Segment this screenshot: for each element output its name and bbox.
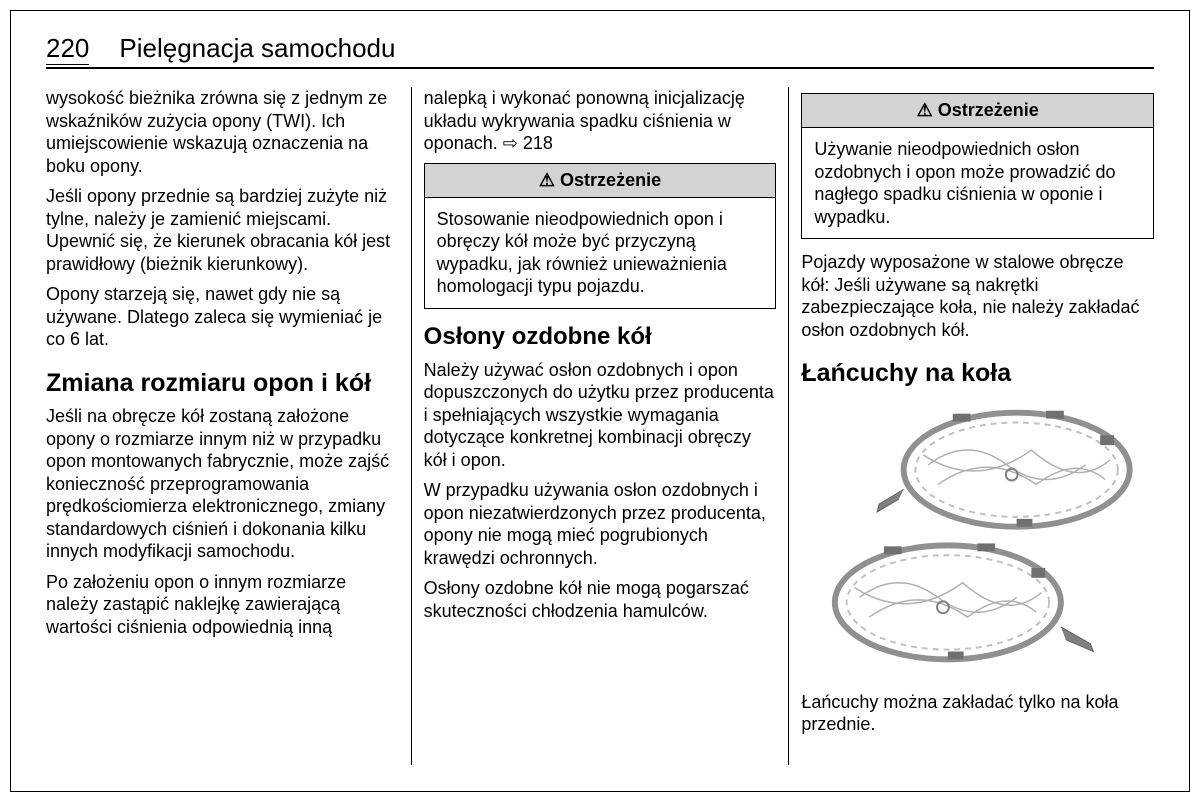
snow-chains-illustration bbox=[801, 396, 1154, 681]
page-reference: ⇨ 218 bbox=[503, 133, 553, 153]
paragraph: Jeśli opony przednie są bardziej zużyte … bbox=[46, 185, 399, 275]
paragraph: Osłony ozdobne kół nie mogą pogarszać sk… bbox=[424, 577, 777, 622]
paragraph: Opony starzeją się, nawet gdy nie są uży… bbox=[46, 283, 399, 351]
chapter-title: Pielęgnacja samochodu bbox=[119, 33, 395, 64]
paragraph: W przypadku używania osłon ozdobnych i o… bbox=[424, 479, 777, 569]
section-heading: Zmiana rozmiaru opon i kół bbox=[46, 369, 399, 398]
warning-title: ⚠ Ostrzeżenie bbox=[802, 94, 1153, 128]
warning-body: Stosowanie nieodpowiednich opon i obręcz… bbox=[425, 198, 776, 308]
chains-icon bbox=[801, 396, 1154, 681]
paragraph: nalepką i wykonać ponowną inicjalizację … bbox=[424, 87, 777, 155]
warning-title: ⚠ Ostrzeżenie bbox=[425, 164, 776, 198]
column-1: wysokość bieżnika zrówna się z jednym ze… bbox=[46, 87, 411, 765]
page-number: 220 bbox=[46, 33, 89, 65]
warning-body: Używanie nieodpowiednich osłon ozdobnych… bbox=[802, 128, 1153, 238]
column-3: ⚠ Ostrzeżenie Używanie nieodpowiednich o… bbox=[789, 87, 1154, 765]
content-columns: wysokość bieżnika zrówna się z jednym ze… bbox=[46, 87, 1154, 765]
paragraph: Po założeniu opon o innym rozmiarze nale… bbox=[46, 571, 399, 639]
text: nalepką i wykonać ponowną inicjalizację … bbox=[424, 88, 745, 153]
page-header: 220 Pielęgnacja samochodu bbox=[46, 33, 1154, 69]
warning-box: ⚠ Ostrzeżenie Stosowanie nieodpowiednich… bbox=[424, 163, 777, 309]
warning-box: ⚠ Ostrzeżenie Używanie nieodpowiednich o… bbox=[801, 93, 1154, 239]
manual-page: 220 Pielęgnacja samochodu wysokość bieżn… bbox=[10, 10, 1190, 792]
paragraph: Należy używać osłon ozdobnych i opon dop… bbox=[424, 359, 777, 472]
paragraph: Łańcuchy można zakładać tylko na koła pr… bbox=[801, 691, 1154, 736]
subsection-heading: Osłony ozdobne kół bbox=[424, 323, 777, 351]
paragraph: Pojazdy wyposażone w stalowe obręcze kół… bbox=[801, 251, 1154, 341]
paragraph: Jeśli na obręcze kół zostaną założone op… bbox=[46, 405, 399, 563]
section-heading: Łańcuchy na koła bbox=[801, 359, 1154, 388]
column-2: nalepką i wykonać ponowną inicjalizację … bbox=[411, 87, 790, 765]
paragraph: wysokość bieżnika zrówna się z jednym ze… bbox=[46, 87, 399, 177]
